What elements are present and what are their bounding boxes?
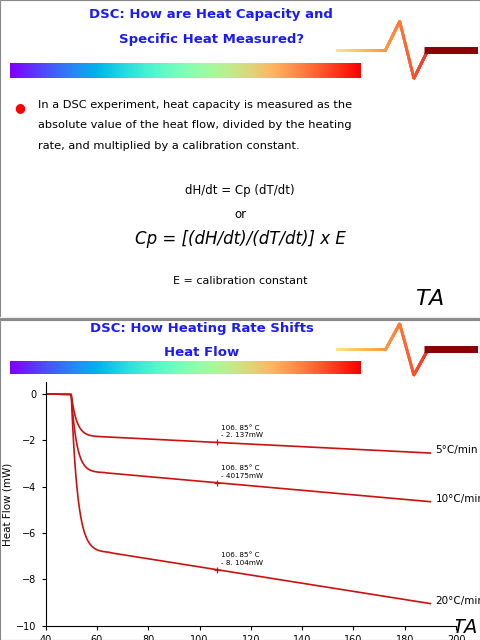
Text: $\mathit{TA}$: $\mathit{TA}$ xyxy=(452,618,478,637)
Text: Heat Flow: Heat Flow xyxy=(164,346,239,358)
Text: DSC: How are Heat Capacity and: DSC: How are Heat Capacity and xyxy=(89,8,333,21)
Text: or: or xyxy=(234,207,246,221)
Text: Cp = [(dH/dt)/(dT/dt)] x E: Cp = [(dH/dt)/(dT/dt)] x E xyxy=(134,230,346,248)
Text: ●: ● xyxy=(14,101,25,115)
Text: absolute value of the heat flow, divided by the heating: absolute value of the heat flow, divided… xyxy=(38,120,352,131)
Text: E = calibration constant: E = calibration constant xyxy=(173,276,307,285)
Text: $\mathit{TA}$: $\mathit{TA}$ xyxy=(415,289,444,309)
Text: rate, and multiplied by a calibration constant.: rate, and multiplied by a calibration co… xyxy=(38,141,300,151)
Text: dH/dt = Cp (dT/dt): dH/dt = Cp (dT/dt) xyxy=(185,184,295,196)
Text: DSC: How Heating Rate Shifts: DSC: How Heating Rate Shifts xyxy=(90,321,313,335)
Text: In a DSC experiment, heat capacity is measured as the: In a DSC experiment, heat capacity is me… xyxy=(38,100,352,110)
Text: Specific Heat Measured?: Specific Heat Measured? xyxy=(119,33,304,46)
